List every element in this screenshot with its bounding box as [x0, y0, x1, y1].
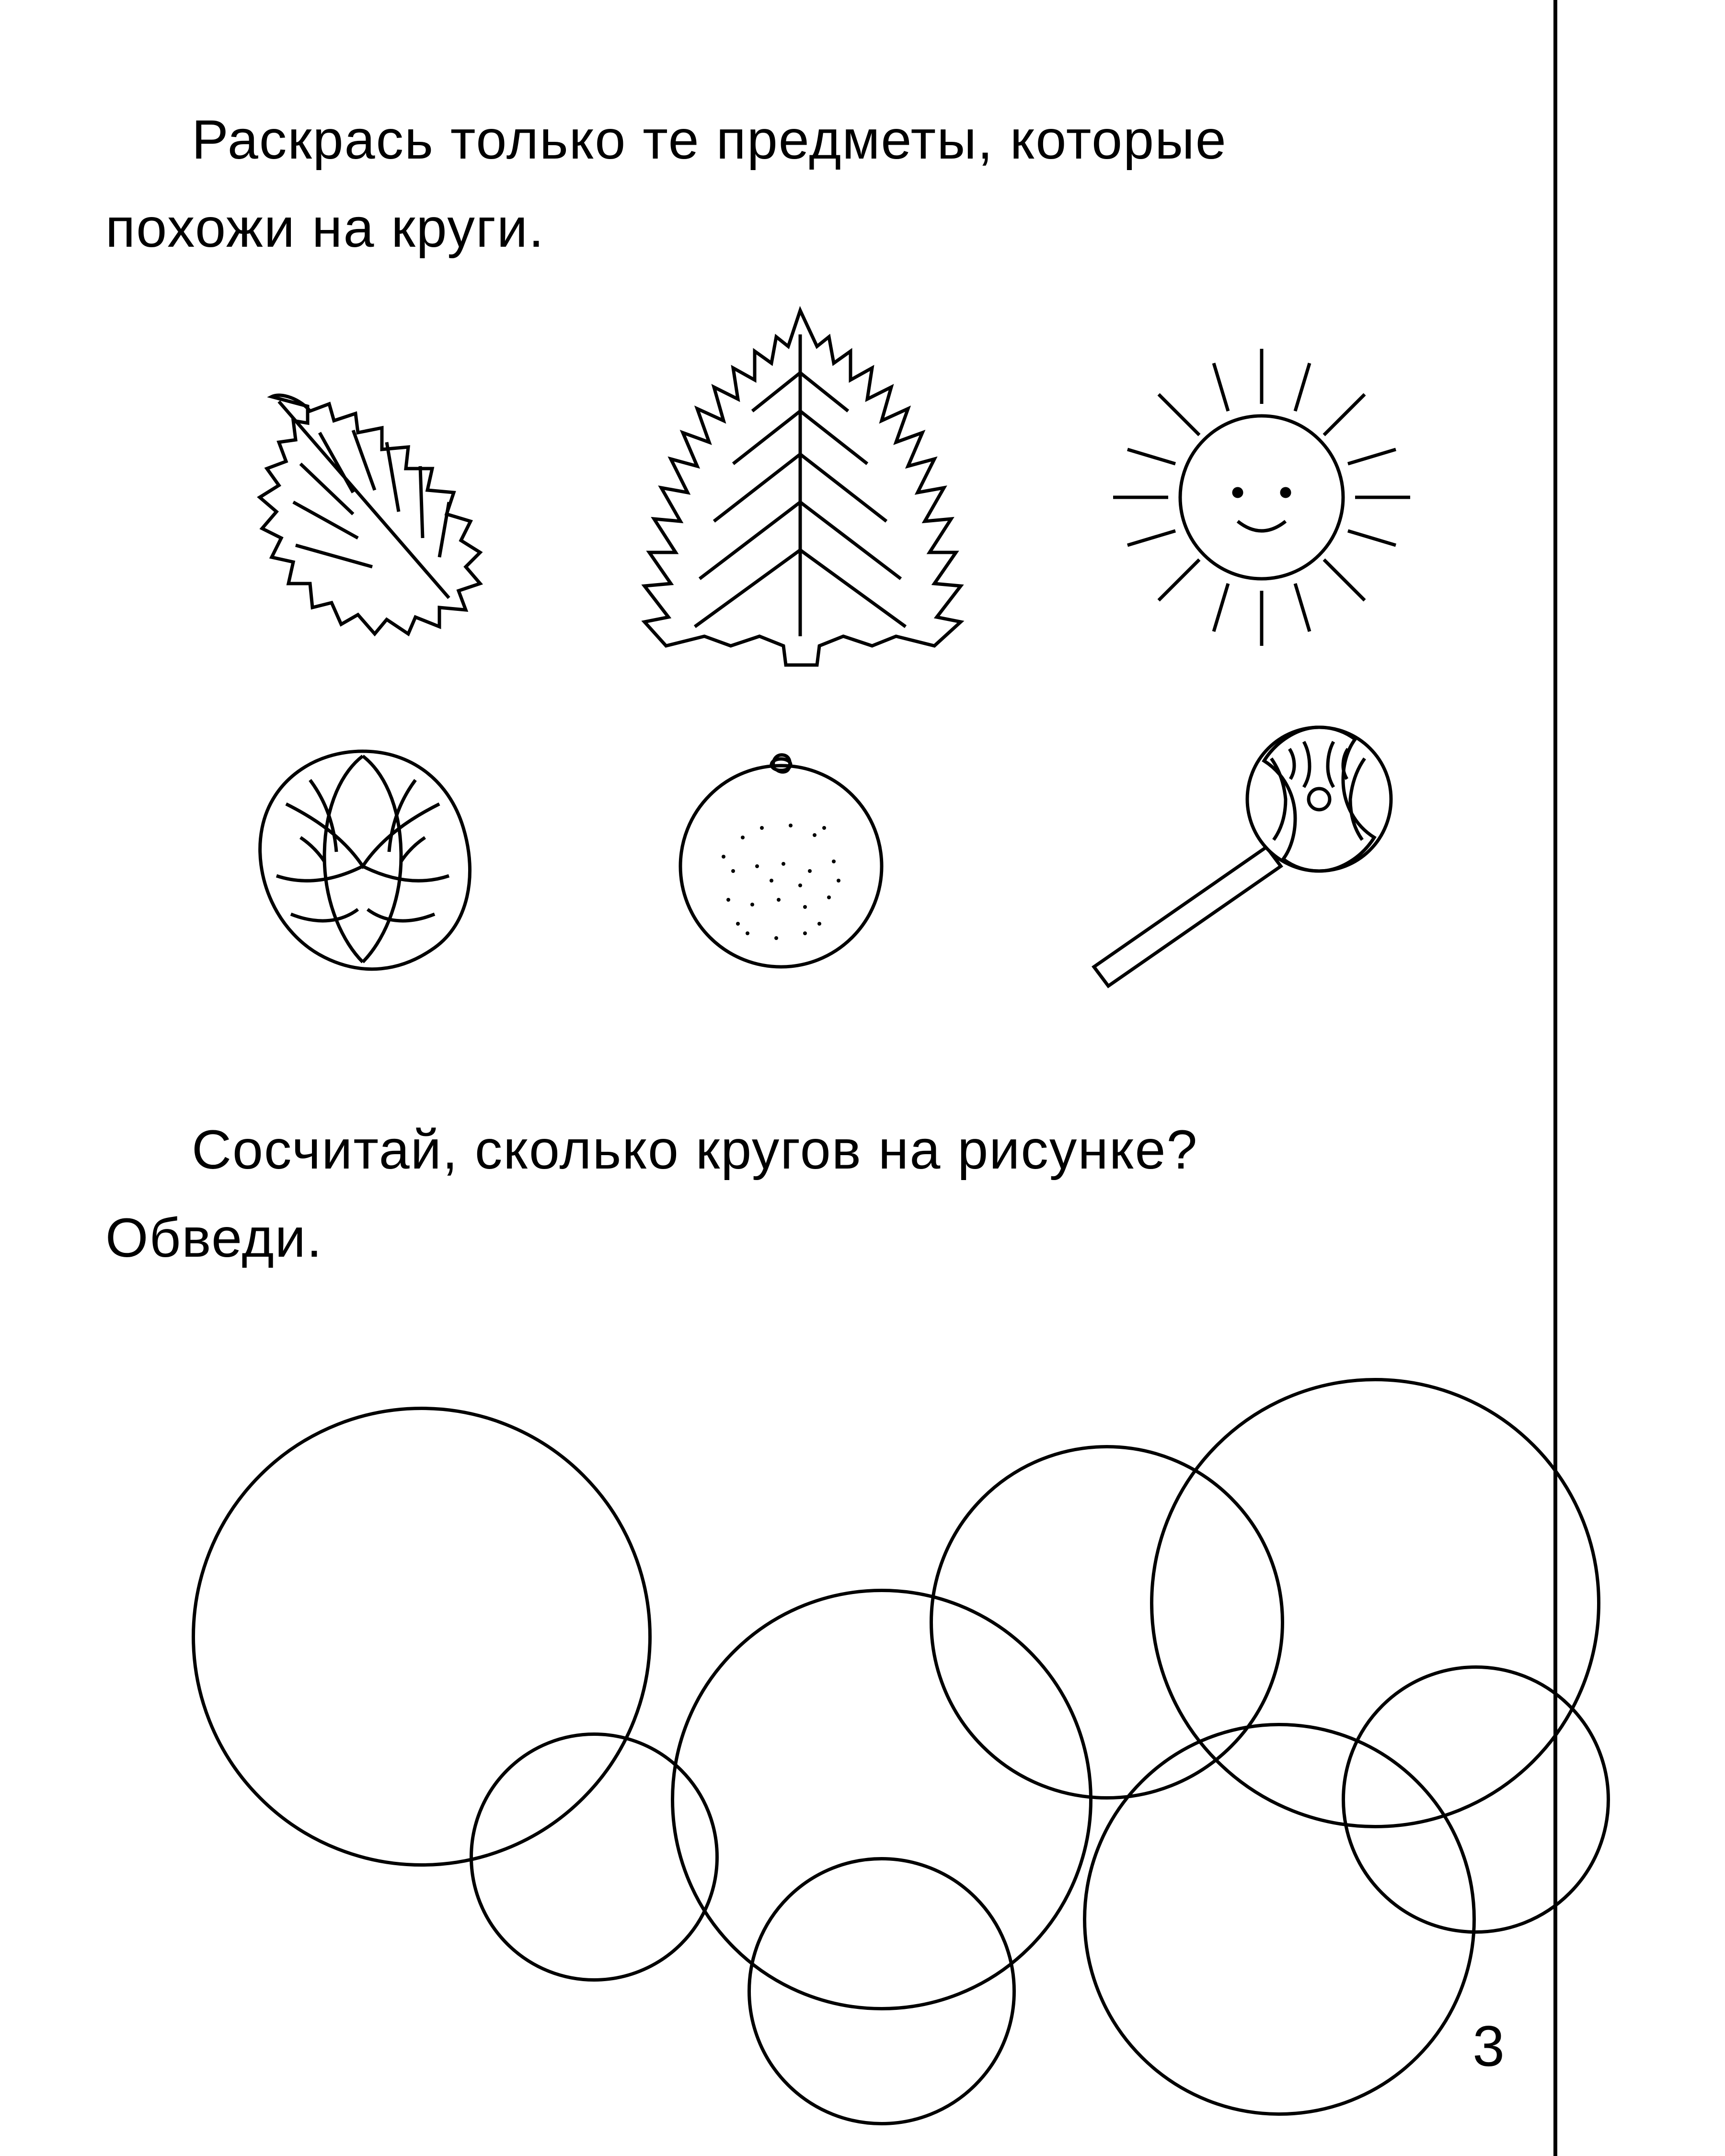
counting-circle	[748, 1857, 1016, 2125]
leaf-svg	[209, 349, 506, 646]
fir-tree-svg	[628, 301, 973, 694]
instruction-2: Сосчитай, сколько кругов на рисунке? Обв…	[105, 1106, 1533, 1282]
objects-row-2	[149, 722, 1490, 991]
leaf-icon	[209, 349, 506, 646]
cabbage-svg	[229, 732, 497, 981]
objects-grid	[149, 301, 1490, 1020]
orange-svg	[656, 732, 906, 981]
sun-icon	[1094, 330, 1429, 665]
instruction-2-line-2: Обведи.	[105, 1194, 323, 1282]
instruction-2-line-1: Сосчитай, сколько кругов на рисунке?	[192, 1119, 1198, 1181]
objects-row-1	[149, 301, 1490, 694]
fir-tree-icon	[628, 301, 973, 694]
rattle-icon	[1065, 722, 1410, 991]
cabbage-icon	[229, 732, 497, 981]
instruction-1-line-2: похожи на круги.	[105, 184, 545, 272]
instruction-1-line-1: Раскрась только те предметы, которые	[192, 109, 1227, 171]
rattle-svg	[1065, 722, 1410, 991]
worksheet-page: Раскрась только те предметы, которые пох…	[0, 0, 1629, 2156]
orange-icon	[656, 732, 906, 981]
sun-svg	[1094, 330, 1429, 665]
circles-counting-area	[105, 1320, 1543, 2087]
instruction-1: Раскрась только те предметы, которые пох…	[105, 96, 1533, 272]
counting-circle	[1342, 1665, 1610, 1934]
page-number: 3	[1472, 2013, 1505, 2079]
